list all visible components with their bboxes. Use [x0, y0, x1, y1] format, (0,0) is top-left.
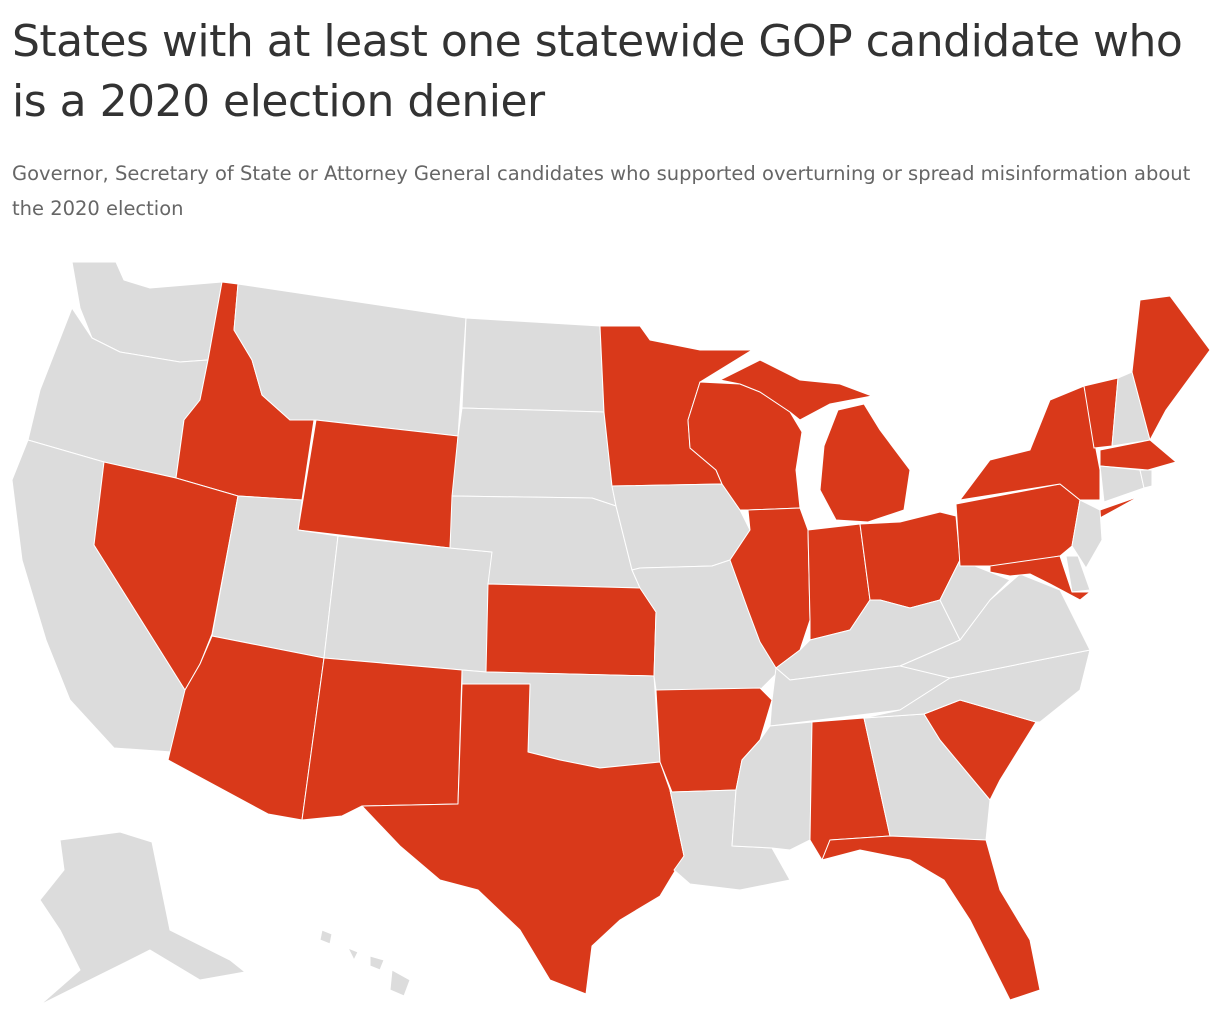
state-ri[interactable] — [1139, 469, 1153, 489]
state-ak[interactable] — [39, 831, 246, 1006]
state-hi[interactable] — [319, 929, 411, 997]
state-tx[interactable] — [361, 683, 685, 995]
state-co[interactable] — [323, 535, 493, 673]
state-nm[interactable] — [301, 657, 463, 821]
state-ia[interactable] — [611, 483, 751, 571]
state-ks[interactable] — [485, 583, 657, 677]
state-sd[interactable] — [451, 407, 617, 507]
chart-title: States with at least one statewide GOP c… — [12, 16, 1183, 127]
state-de[interactable] — [1065, 555, 1091, 593]
state-mt[interactable] — [233, 283, 467, 437]
state-nd[interactable] — [461, 317, 605, 413]
state-fl[interactable] — [821, 835, 1041, 1001]
chart-header: States with at least one statewide GOP c… — [12, 12, 1208, 226]
state-md[interactable] — [989, 555, 1091, 601]
us-states-map — [11, 261, 1211, 1006]
state-nj[interactable] — [1071, 499, 1103, 569]
state-mi[interactable] — [719, 359, 911, 523]
us-map-container — [0, 245, 1220, 1018]
chart-subtitle: Governor, Secretary of State or Attorney… — [12, 162, 1191, 220]
state-ma[interactable] — [1099, 439, 1177, 471]
state-wy[interactable] — [297, 419, 459, 549]
